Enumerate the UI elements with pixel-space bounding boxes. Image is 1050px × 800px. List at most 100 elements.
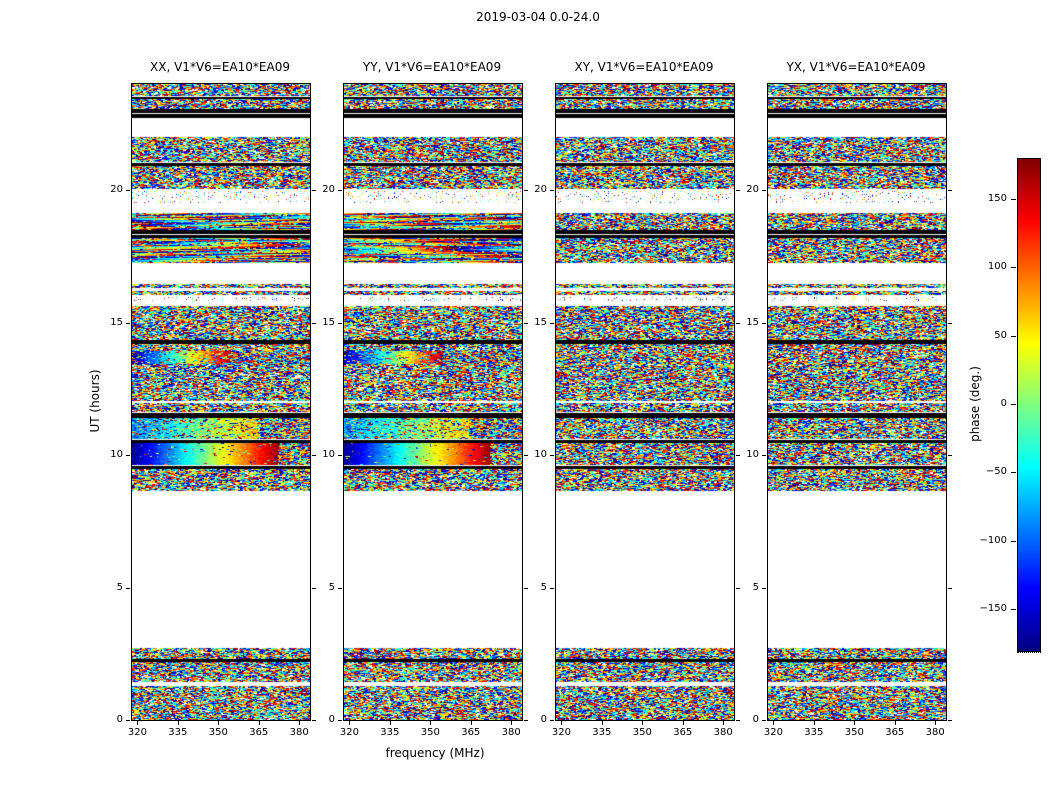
figure-title: 2019-03-04 0.0-24.0 (476, 10, 600, 24)
x-tick-mark (642, 721, 644, 725)
heatmap-canvas-yx (768, 84, 946, 720)
x-tick-mark (177, 721, 179, 725)
y-tick-mark (948, 190, 952, 191)
x-tick-mark (389, 721, 391, 725)
y-tick-label: 5 (540, 581, 547, 593)
x-tick-mark (218, 721, 220, 725)
panel-title-yx: YX, V1*V6=EA10*EA09 (786, 60, 926, 74)
y-tick-mark (338, 587, 342, 589)
y-tick-label: 0 (540, 714, 547, 725)
colorbar-tick-mark (1011, 404, 1016, 405)
x-tick-mark (813, 721, 815, 725)
y-tick-mark (338, 190, 342, 191)
x-tick-label: 320 (551, 727, 571, 738)
x-tick-mark (511, 721, 513, 725)
y-tick-mark (524, 322, 528, 324)
y-tick-mark (736, 587, 740, 589)
colorbar-tick-mark (1011, 609, 1016, 610)
x-tick-label: 365 (673, 727, 693, 738)
x-tick-label: 380 (713, 727, 733, 738)
y-tick-mark (736, 720, 740, 721)
y-tick-mark (126, 455, 130, 456)
y-tick-label: 20 (746, 184, 759, 195)
y-tick-mark (312, 587, 316, 589)
colorbar-tick-label: −50 (985, 466, 1007, 478)
y-tick-mark (312, 322, 316, 324)
x-tick-mark (349, 721, 351, 725)
heatmap-panel-xx (131, 83, 311, 721)
y-tick-label: 0 (328, 714, 335, 725)
y-tick-mark (948, 720, 952, 721)
y-tick-label: 15 (322, 316, 335, 328)
heatmap-canvas-yy (344, 84, 522, 720)
y-tick-mark (550, 322, 554, 324)
y-tick-mark (126, 322, 130, 324)
y-tick-mark (312, 190, 316, 191)
x-tick-label: 320 (127, 727, 147, 738)
colorbar-tick-mark (1011, 267, 1016, 269)
colorbar-tick-label: 0 (1000, 398, 1007, 409)
y-tick-label: 10 (110, 449, 123, 460)
x-tick-mark (935, 721, 937, 725)
colorbar-tick-label: −100 (979, 534, 1007, 546)
y-tick-label: 20 (110, 184, 123, 195)
colorbar-tick-mark (1011, 199, 1016, 200)
y-tick-mark (948, 322, 952, 324)
x-tick-label: 335 (168, 727, 188, 738)
y-tick-label: 15 (746, 316, 759, 328)
y-tick-mark (762, 455, 766, 456)
panel-title-xx: XX, V1*V6=EA10*EA09 (150, 60, 290, 74)
panel-title-xy: XY, V1*V6=EA10*EA09 (574, 60, 714, 74)
x-tick-label: 320 (339, 727, 359, 738)
colorbar-tick-mark (1011, 540, 1016, 542)
y-tick-label: 5 (328, 581, 335, 593)
x-tick-mark (601, 721, 603, 725)
colorbar-extend-mark (1017, 652, 1041, 653)
y-tick-mark (736, 322, 740, 324)
y-tick-mark (736, 455, 740, 456)
panel-title-yy: YY, V1*V6=EA10*EA09 (362, 60, 502, 74)
colorbar-tick-label: −150 (979, 603, 1007, 614)
x-tick-mark (682, 721, 684, 725)
x-tick-mark (894, 721, 896, 725)
y-tick-label: 5 (116, 581, 123, 593)
heatmap-panel-yx (767, 83, 947, 721)
y-tick-mark (524, 587, 528, 589)
y-tick-label: 0 (116, 714, 123, 725)
x-tick-label: 335 (380, 727, 400, 738)
x-tick-label: 350 (844, 727, 864, 738)
y-tick-label: 10 (322, 449, 335, 460)
y-tick-mark (762, 190, 766, 191)
colorbar-tick-label: 150 (987, 193, 1007, 204)
colorbar-tick-label: 50 (994, 329, 1007, 341)
y-tick-mark (524, 455, 528, 456)
x-tick-label: 380 (501, 727, 521, 738)
heatmap-panel-yy (343, 83, 523, 721)
colorbar (1017, 158, 1041, 652)
x-axis-label: frequency (MHz) (385, 746, 485, 760)
y-tick-label: 0 (752, 714, 759, 725)
y-tick-mark (312, 455, 316, 456)
y-tick-mark (550, 587, 554, 589)
y-tick-mark (524, 720, 528, 721)
y-tick-mark (126, 720, 130, 721)
x-tick-mark (137, 721, 139, 725)
y-axis-label: UT (hours) (88, 369, 102, 433)
y-tick-mark (762, 587, 766, 589)
y-tick-mark (762, 322, 766, 324)
x-tick-mark (470, 721, 472, 725)
y-tick-label: 15 (110, 316, 123, 328)
x-tick-label: 380 (925, 727, 945, 738)
y-tick-label: 10 (746, 449, 759, 460)
y-tick-mark (126, 190, 130, 191)
y-tick-label: 20 (534, 184, 547, 195)
y-tick-mark (948, 587, 952, 589)
x-tick-label: 350 (632, 727, 652, 738)
colorbar-tick-mark (1011, 472, 1016, 474)
x-tick-label: 350 (420, 727, 440, 738)
x-tick-mark (258, 721, 260, 725)
y-tick-mark (338, 455, 342, 456)
x-tick-mark (561, 721, 563, 725)
x-tick-label: 380 (289, 727, 309, 738)
y-tick-mark (948, 455, 952, 456)
